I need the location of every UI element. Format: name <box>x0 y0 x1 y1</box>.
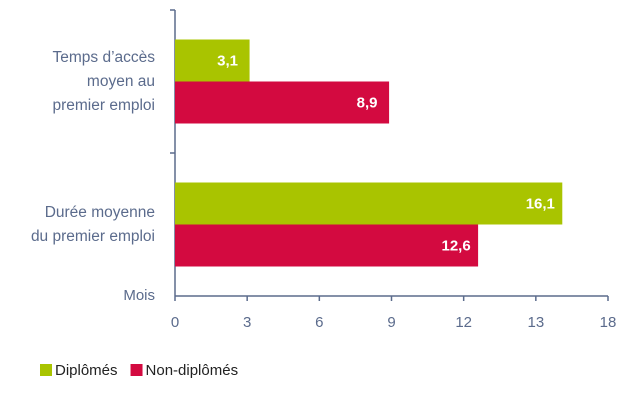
x-tick-label: 13 <box>527 314 544 331</box>
x-tick-label: 9 <box>387 314 395 331</box>
x-tick-label: 12 <box>455 314 472 331</box>
bar <box>175 39 250 82</box>
legend-label: Non-diplômés <box>146 362 239 379</box>
x-tick-label: 0 <box>171 314 179 331</box>
legend-swatch <box>40 364 52 376</box>
legend-swatch <box>130 364 143 376</box>
y-axis-label: Mois <box>123 287 155 304</box>
x-tick-label: 18 <box>600 314 617 331</box>
value-label: 16,1 <box>526 195 555 212</box>
legend-label: Diplômés <box>55 362 118 379</box>
bar <box>175 182 563 225</box>
value-label: 12,6 <box>441 237 470 254</box>
x-tick-label: 6 <box>315 314 323 331</box>
bar <box>175 224 479 267</box>
category-label: Temps d’accès moyen au premier emploi <box>52 48 155 114</box>
value-label: 8,9 <box>357 94 378 111</box>
category-label: Durée moyenne du premier emploi <box>30 203 155 245</box>
bar <box>175 81 390 124</box>
x-tick-label: 3 <box>243 314 251 331</box>
value-label: 3,1 <box>217 52 238 69</box>
